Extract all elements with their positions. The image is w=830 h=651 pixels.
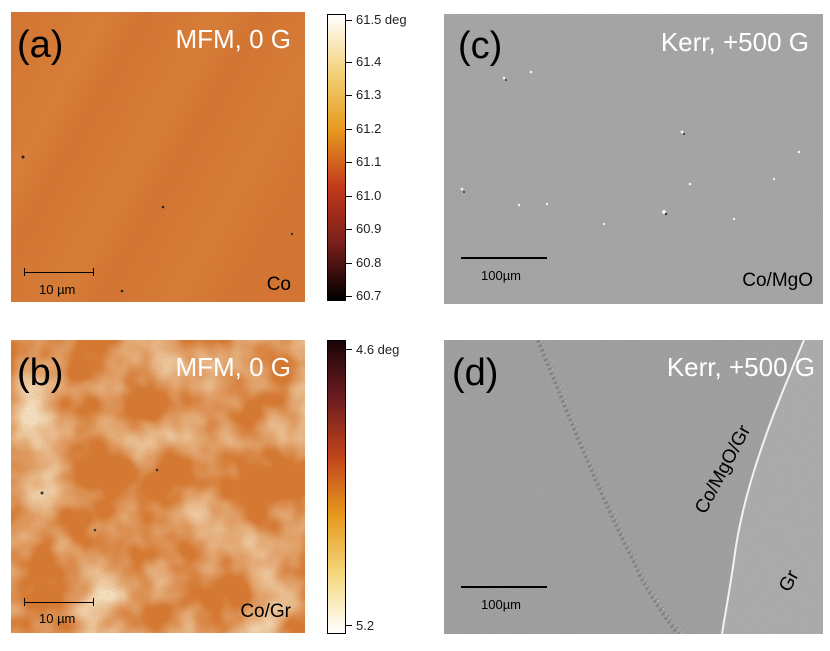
panel-c-kerr-co-mgo: (c) Kerr, +500 G 100µm Co/MgO — [444, 14, 823, 304]
colorbar-bottom-tick — [346, 349, 352, 350]
panel-b-mfm-co-gr: (b) MFM, 0 G 10 µm Co/Gr — [11, 340, 305, 633]
colorbar-top-tick-label: 61.4 — [356, 54, 382, 69]
colorbar-bottom-tick — [346, 625, 352, 626]
panel-c-label: (c) — [458, 25, 503, 67]
colorbar-bottom-tick-label: 5.2 — [356, 618, 375, 633]
colorbar-top-tick-label: 61.3 — [356, 87, 382, 102]
panel-a-label: (a) — [17, 24, 64, 66]
panel-a-scalebar-label: 10 µm — [39, 282, 76, 297]
panel-c-scalebar-label: 100µm — [481, 268, 522, 283]
colorbar-top-tick — [346, 162, 352, 163]
panel-d-title: Kerr, +500 G — [666, 352, 815, 382]
colorbar-top-tick — [346, 129, 352, 130]
panel-a-mfm-co: (a) MFM, 0 G 10 µm Co — [11, 12, 305, 302]
colorbar-top-tick — [346, 95, 352, 96]
colorbar-top-tick-label: 60.7 — [356, 288, 382, 303]
panel-a-texture — [11, 12, 305, 302]
panel-b-material: Co/Gr — [240, 601, 291, 622]
panel-d-kerr-co-mgo-gr: (d) Kerr, +500 G 100µm Co/MgO/Gr Gr — [444, 340, 823, 634]
panel-b-scalebar — [24, 602, 94, 603]
colorbar-top-tick — [346, 296, 352, 297]
colorbar-top-tick-label: 60.9 — [356, 221, 382, 236]
colorbar-top-tick-label: 61.5 deg — [356, 12, 407, 27]
panel-a-scalebar — [24, 272, 94, 273]
panel-d-texture — [444, 340, 823, 634]
panel-c-scalebar — [461, 257, 547, 259]
panel-d-scalebar-label: 100µm — [481, 597, 522, 612]
panel-d-scalebar — [461, 586, 547, 588]
colorbar-top-tick — [346, 20, 352, 21]
panel-d-label: (d) — [452, 352, 499, 394]
colorbar-top-tick — [346, 196, 352, 197]
panel-b-label: (b) — [17, 352, 64, 394]
colorbar-top-tick — [346, 62, 352, 63]
panel-a-title: MFM, 0 G — [175, 24, 291, 54]
colorbar-top-tick-label: 61.2 — [356, 121, 382, 136]
colorbar-top — [327, 14, 346, 301]
colorbar-top-tick-label: 61.1 — [356, 154, 382, 169]
panel-c-texture — [444, 14, 823, 304]
panel-b-texture — [11, 340, 305, 633]
colorbar-bottom-tick-label: 4.6 deg — [356, 342, 400, 357]
colorbar-top-tick-label: 60.8 — [356, 255, 382, 270]
panel-a-material: Co — [266, 274, 291, 295]
panel-c-title: Kerr, +500 G — [660, 27, 809, 57]
colorbar-bottom — [327, 340, 346, 634]
colorbar-top-tick-label: 61.0 — [356, 188, 382, 203]
colorbar-top-tick — [346, 229, 352, 230]
panel-b-scalebar-label: 10 µm — [39, 611, 76, 626]
panel-b-title: MFM, 0 G — [175, 352, 291, 382]
panel-c-material: Co/MgO — [742, 270, 813, 291]
colorbar-top-tick — [346, 263, 352, 264]
